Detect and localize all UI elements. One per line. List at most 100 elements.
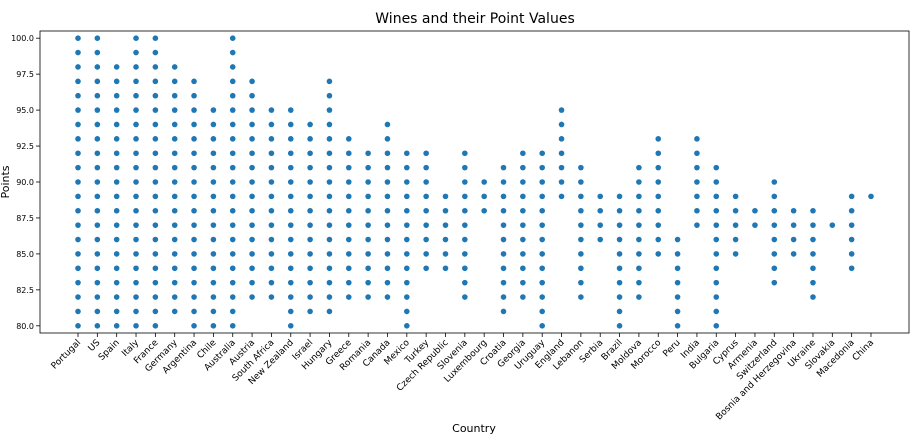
data-point xyxy=(636,236,642,243)
x-tick-label: Peru xyxy=(661,338,682,359)
x-tick-label: Spain xyxy=(97,338,122,363)
data-point xyxy=(94,251,101,257)
data-point xyxy=(171,251,178,257)
data-point xyxy=(249,193,255,200)
data-point xyxy=(520,279,526,286)
plot-area xyxy=(39,30,910,334)
data-point xyxy=(249,207,255,214)
data-point xyxy=(133,136,139,142)
data-point xyxy=(597,207,604,214)
data-point xyxy=(113,236,120,243)
data-point xyxy=(558,150,565,157)
data-point xyxy=(520,236,526,243)
data-point xyxy=(75,107,81,113)
data-point xyxy=(655,251,662,257)
data-point xyxy=(616,294,623,300)
x-axis-label: Country xyxy=(452,422,496,435)
data-point xyxy=(75,150,81,157)
data-point xyxy=(365,222,371,228)
data-point xyxy=(152,265,159,272)
data-point xyxy=(171,164,178,171)
data-point xyxy=(694,193,700,200)
data-point xyxy=(191,164,197,171)
data-point xyxy=(249,92,255,99)
data-point xyxy=(307,308,313,315)
data-point xyxy=(152,78,159,85)
data-point xyxy=(597,193,604,200)
data-point xyxy=(152,121,159,128)
data-point xyxy=(636,279,642,286)
data-point xyxy=(345,150,352,157)
y-axis: 80.0 82.5 85.0 87.5 90.0 92.5 95.0 97.5 100.0 xyxy=(11,34,40,331)
data-point xyxy=(287,150,294,157)
data-point xyxy=(462,236,468,243)
data-point xyxy=(229,193,236,200)
data-point xyxy=(578,265,584,272)
data-point xyxy=(229,222,236,228)
data-point xyxy=(694,222,700,228)
data-point xyxy=(597,222,604,228)
data-point xyxy=(674,236,681,243)
data-point xyxy=(229,265,236,272)
data-point xyxy=(674,308,681,315)
data-point xyxy=(713,265,720,272)
data-point xyxy=(113,107,120,113)
data-point xyxy=(191,251,197,257)
data-point xyxy=(636,251,642,257)
data-point xyxy=(94,121,101,128)
y-tick-label: 100.0 xyxy=(11,34,34,43)
data-point xyxy=(75,49,81,56)
data-point xyxy=(152,64,159,70)
data-point xyxy=(481,193,487,200)
data-point xyxy=(345,279,352,286)
data-point xyxy=(500,251,507,257)
data-point xyxy=(365,179,371,185)
data-point xyxy=(810,236,816,243)
data-point xyxy=(75,193,81,200)
data-point xyxy=(307,136,313,142)
data-point xyxy=(287,323,294,329)
data-point xyxy=(616,222,623,228)
data-point xyxy=(113,136,120,142)
data-point xyxy=(249,179,255,185)
data-point xyxy=(287,265,294,272)
data-point xyxy=(268,251,275,257)
data-point xyxy=(210,179,217,185)
data-point xyxy=(249,78,255,85)
data-point xyxy=(152,150,159,157)
data-point xyxy=(268,164,275,171)
data-point xyxy=(287,279,294,286)
data-point xyxy=(152,136,159,142)
data-point xyxy=(384,179,391,185)
data-point xyxy=(229,236,236,243)
data-point xyxy=(152,179,159,185)
data-point xyxy=(462,179,468,185)
data-point xyxy=(210,222,217,228)
data-point xyxy=(771,207,778,214)
data-point xyxy=(790,207,797,214)
data-point xyxy=(94,78,101,85)
data-point xyxy=(152,323,159,329)
data-point xyxy=(500,294,507,300)
data-point xyxy=(694,164,700,171)
data-point xyxy=(520,207,526,214)
data-point xyxy=(345,193,352,200)
y-tick-label: 80.0 xyxy=(16,322,34,331)
data-point xyxy=(655,222,662,228)
data-point xyxy=(307,222,313,228)
data-point xyxy=(520,222,526,228)
data-point xyxy=(500,236,507,243)
data-point xyxy=(500,207,507,214)
data-point xyxy=(249,222,255,228)
data-point xyxy=(655,236,662,243)
data-point xyxy=(229,64,236,70)
data-point xyxy=(578,207,584,214)
data-point xyxy=(655,179,662,185)
data-point xyxy=(287,236,294,243)
data-point xyxy=(713,207,720,214)
x-tick-label: Portugal xyxy=(50,338,83,371)
data-point xyxy=(191,136,197,142)
data-point xyxy=(287,207,294,214)
data-point xyxy=(539,279,545,286)
data-point xyxy=(771,236,778,243)
